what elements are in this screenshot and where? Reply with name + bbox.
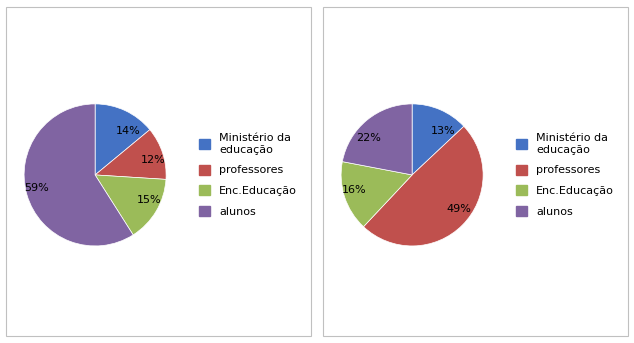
Text: 59%: 59% bbox=[24, 184, 49, 193]
Text: 12%: 12% bbox=[141, 155, 165, 165]
Text: 14%: 14% bbox=[115, 126, 140, 136]
Wedge shape bbox=[342, 104, 412, 175]
Legend: Ministério da
educação, professores, Enc.Educação, alunos: Ministério da educação, professores, Enc… bbox=[513, 130, 618, 220]
Wedge shape bbox=[412, 104, 464, 175]
Wedge shape bbox=[95, 104, 150, 175]
Text: 15%: 15% bbox=[137, 194, 161, 204]
Wedge shape bbox=[95, 130, 166, 179]
Wedge shape bbox=[95, 175, 166, 235]
Text: 22%: 22% bbox=[356, 133, 381, 143]
Wedge shape bbox=[363, 126, 483, 246]
Text: 16%: 16% bbox=[342, 185, 366, 195]
Legend: Ministério da
educação, professores, Enc.Educação, alunos: Ministério da educação, professores, Enc… bbox=[196, 130, 301, 220]
Text: 49%: 49% bbox=[446, 204, 471, 214]
Wedge shape bbox=[24, 104, 133, 246]
Text: 13%: 13% bbox=[431, 126, 456, 135]
Wedge shape bbox=[341, 162, 412, 227]
